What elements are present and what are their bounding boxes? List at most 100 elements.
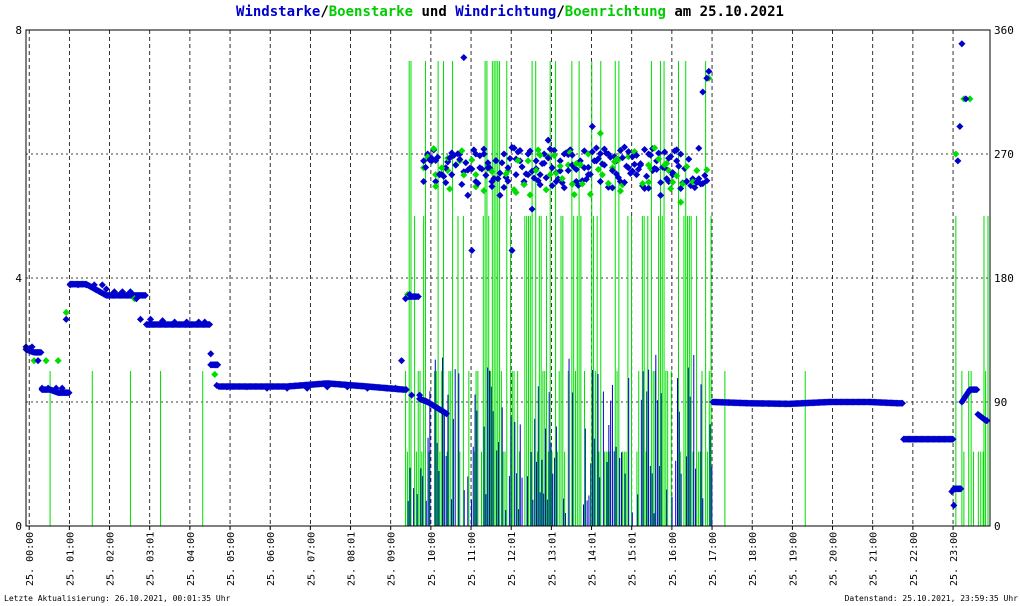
wind-direction-point — [422, 163, 430, 171]
wind-direction-point — [586, 170, 594, 178]
wind-direction-point — [28, 343, 36, 351]
wind-direction-point — [663, 175, 671, 183]
wind-direction-point — [416, 391, 424, 399]
wind-direction-point — [82, 281, 90, 289]
gust-direction-point — [472, 171, 480, 179]
gust-direction-point — [446, 185, 454, 193]
wind-direction-point — [548, 182, 556, 190]
left-tick-label: 0 — [15, 520, 22, 533]
title-boenrichtung: Boenrichtung — [564, 4, 666, 20]
wind-direction-point — [532, 157, 540, 165]
gust-direction-point — [520, 181, 528, 189]
gust-direction-point — [480, 187, 488, 195]
footer-last-update: Letzte Aktualisierung: 26.10.2021, 00:01… — [4, 594, 231, 603]
wind-direction-point — [685, 155, 693, 163]
gust-direction-point — [524, 157, 532, 165]
wind-speed-point — [949, 435, 957, 443]
gust-direction-point — [468, 156, 476, 164]
wind-direction-point — [102, 285, 110, 293]
gust-direction-point — [546, 171, 554, 179]
wind-direction-point — [488, 182, 496, 191]
wind-direction-point — [641, 146, 649, 154]
right-tick-label: 90 — [994, 396, 1007, 409]
wind-direction-point — [110, 288, 118, 296]
wind-direction-point — [512, 171, 520, 179]
gust-direction-point — [564, 161, 572, 169]
wind-direction-point — [632, 171, 641, 179]
gust-direction-point — [488, 168, 496, 176]
wind-direction-point — [592, 144, 600, 152]
wind-direction-point — [66, 281, 74, 289]
wind-direction-point — [323, 383, 331, 391]
wind-direction-point — [490, 174, 498, 183]
gust-direction-point — [62, 308, 70, 316]
title-boenstarke: Boenstarke — [328, 4, 414, 20]
gust-direction-point — [616, 187, 625, 195]
wind-direction-point — [468, 165, 476, 173]
wind-speed-point — [37, 348, 45, 356]
wind-direction-point — [956, 122, 964, 130]
x-tick-label: 25. 04:00 — [186, 532, 197, 586]
wind-direction-point — [406, 290, 414, 299]
right-tick-label: 180 — [994, 272, 1014, 285]
wind-speed-point — [983, 417, 991, 425]
gust-direction-point — [432, 182, 440, 190]
wind-direction-point — [544, 154, 552, 162]
chart-title: Windstarke/Boenstarke und Windrichtung/B… — [0, 4, 1020, 20]
gust-direction-point — [534, 146, 542, 154]
x-tick-label: 25. 22:00 — [909, 532, 920, 586]
title-sep1: / — [320, 4, 329, 20]
gust-direction-point — [512, 188, 520, 196]
plot-frame — [25, 29, 991, 527]
wind-direction-point — [464, 191, 472, 199]
x-tick-label: 25. 08:01 — [347, 532, 358, 586]
x-tick-label: 25. 18:00 — [748, 532, 759, 586]
wind-direction-point — [544, 136, 552, 144]
wind-direction-point — [343, 383, 351, 391]
wind-direction-point — [159, 317, 167, 325]
wind-direction-point — [442, 179, 450, 187]
gust-direction-point — [677, 198, 685, 206]
footer-data-state: Datenstand: 25.10.2021, 23:59:35 Uhr — [844, 594, 1018, 603]
wind-direction-point — [572, 165, 580, 173]
x-tick-label: 25. 02:00 — [106, 532, 117, 586]
wind-direction-point — [677, 150, 685, 158]
x-tick-label: 25. 20:00 — [829, 532, 840, 586]
wind-direction-point — [948, 488, 956, 496]
right-tick-label: 0 — [994, 520, 1001, 533]
wind-speed-point — [973, 386, 981, 394]
wind-direction-point — [703, 74, 711, 82]
gust-direction-point — [430, 145, 438, 153]
gust-direction-point — [596, 129, 604, 137]
gust-direction-point — [578, 180, 586, 188]
wind-direction-point — [568, 151, 576, 159]
gust-direction-point — [568, 180, 576, 188]
wind-direction-point — [498, 159, 506, 167]
wind-direction-point — [673, 146, 681, 154]
wind-speed-point — [141, 291, 149, 299]
gust-direction-point — [42, 357, 50, 365]
wind-direction-point — [556, 157, 564, 165]
wind-direction-point — [950, 501, 958, 509]
x-tick-label: 25. 11:00 — [467, 532, 478, 586]
wind-direction-point — [524, 171, 532, 179]
gust-direction-point — [663, 159, 671, 167]
wind-direction-point — [667, 152, 675, 161]
gust-direction-point — [624, 153, 633, 161]
wind-direction-point — [195, 318, 203, 326]
wind-direction-point — [223, 383, 231, 391]
wind-direction-point — [460, 54, 468, 62]
x-tick-label: 25. 13:01 — [547, 532, 558, 586]
gust-direction-point — [558, 175, 566, 183]
gust-direction-point — [532, 166, 540, 174]
wind-speed-point — [957, 485, 965, 493]
wind-direction-point — [614, 174, 622, 182]
wind-direction-point — [303, 384, 311, 392]
wind-direction-point — [201, 318, 209, 326]
gust-direction-point — [673, 172, 681, 180]
wind-direction-point — [673, 157, 681, 165]
wind-direction-point — [500, 150, 508, 158]
gust-direction-point — [570, 191, 578, 199]
wind-direction-point — [90, 281, 98, 289]
